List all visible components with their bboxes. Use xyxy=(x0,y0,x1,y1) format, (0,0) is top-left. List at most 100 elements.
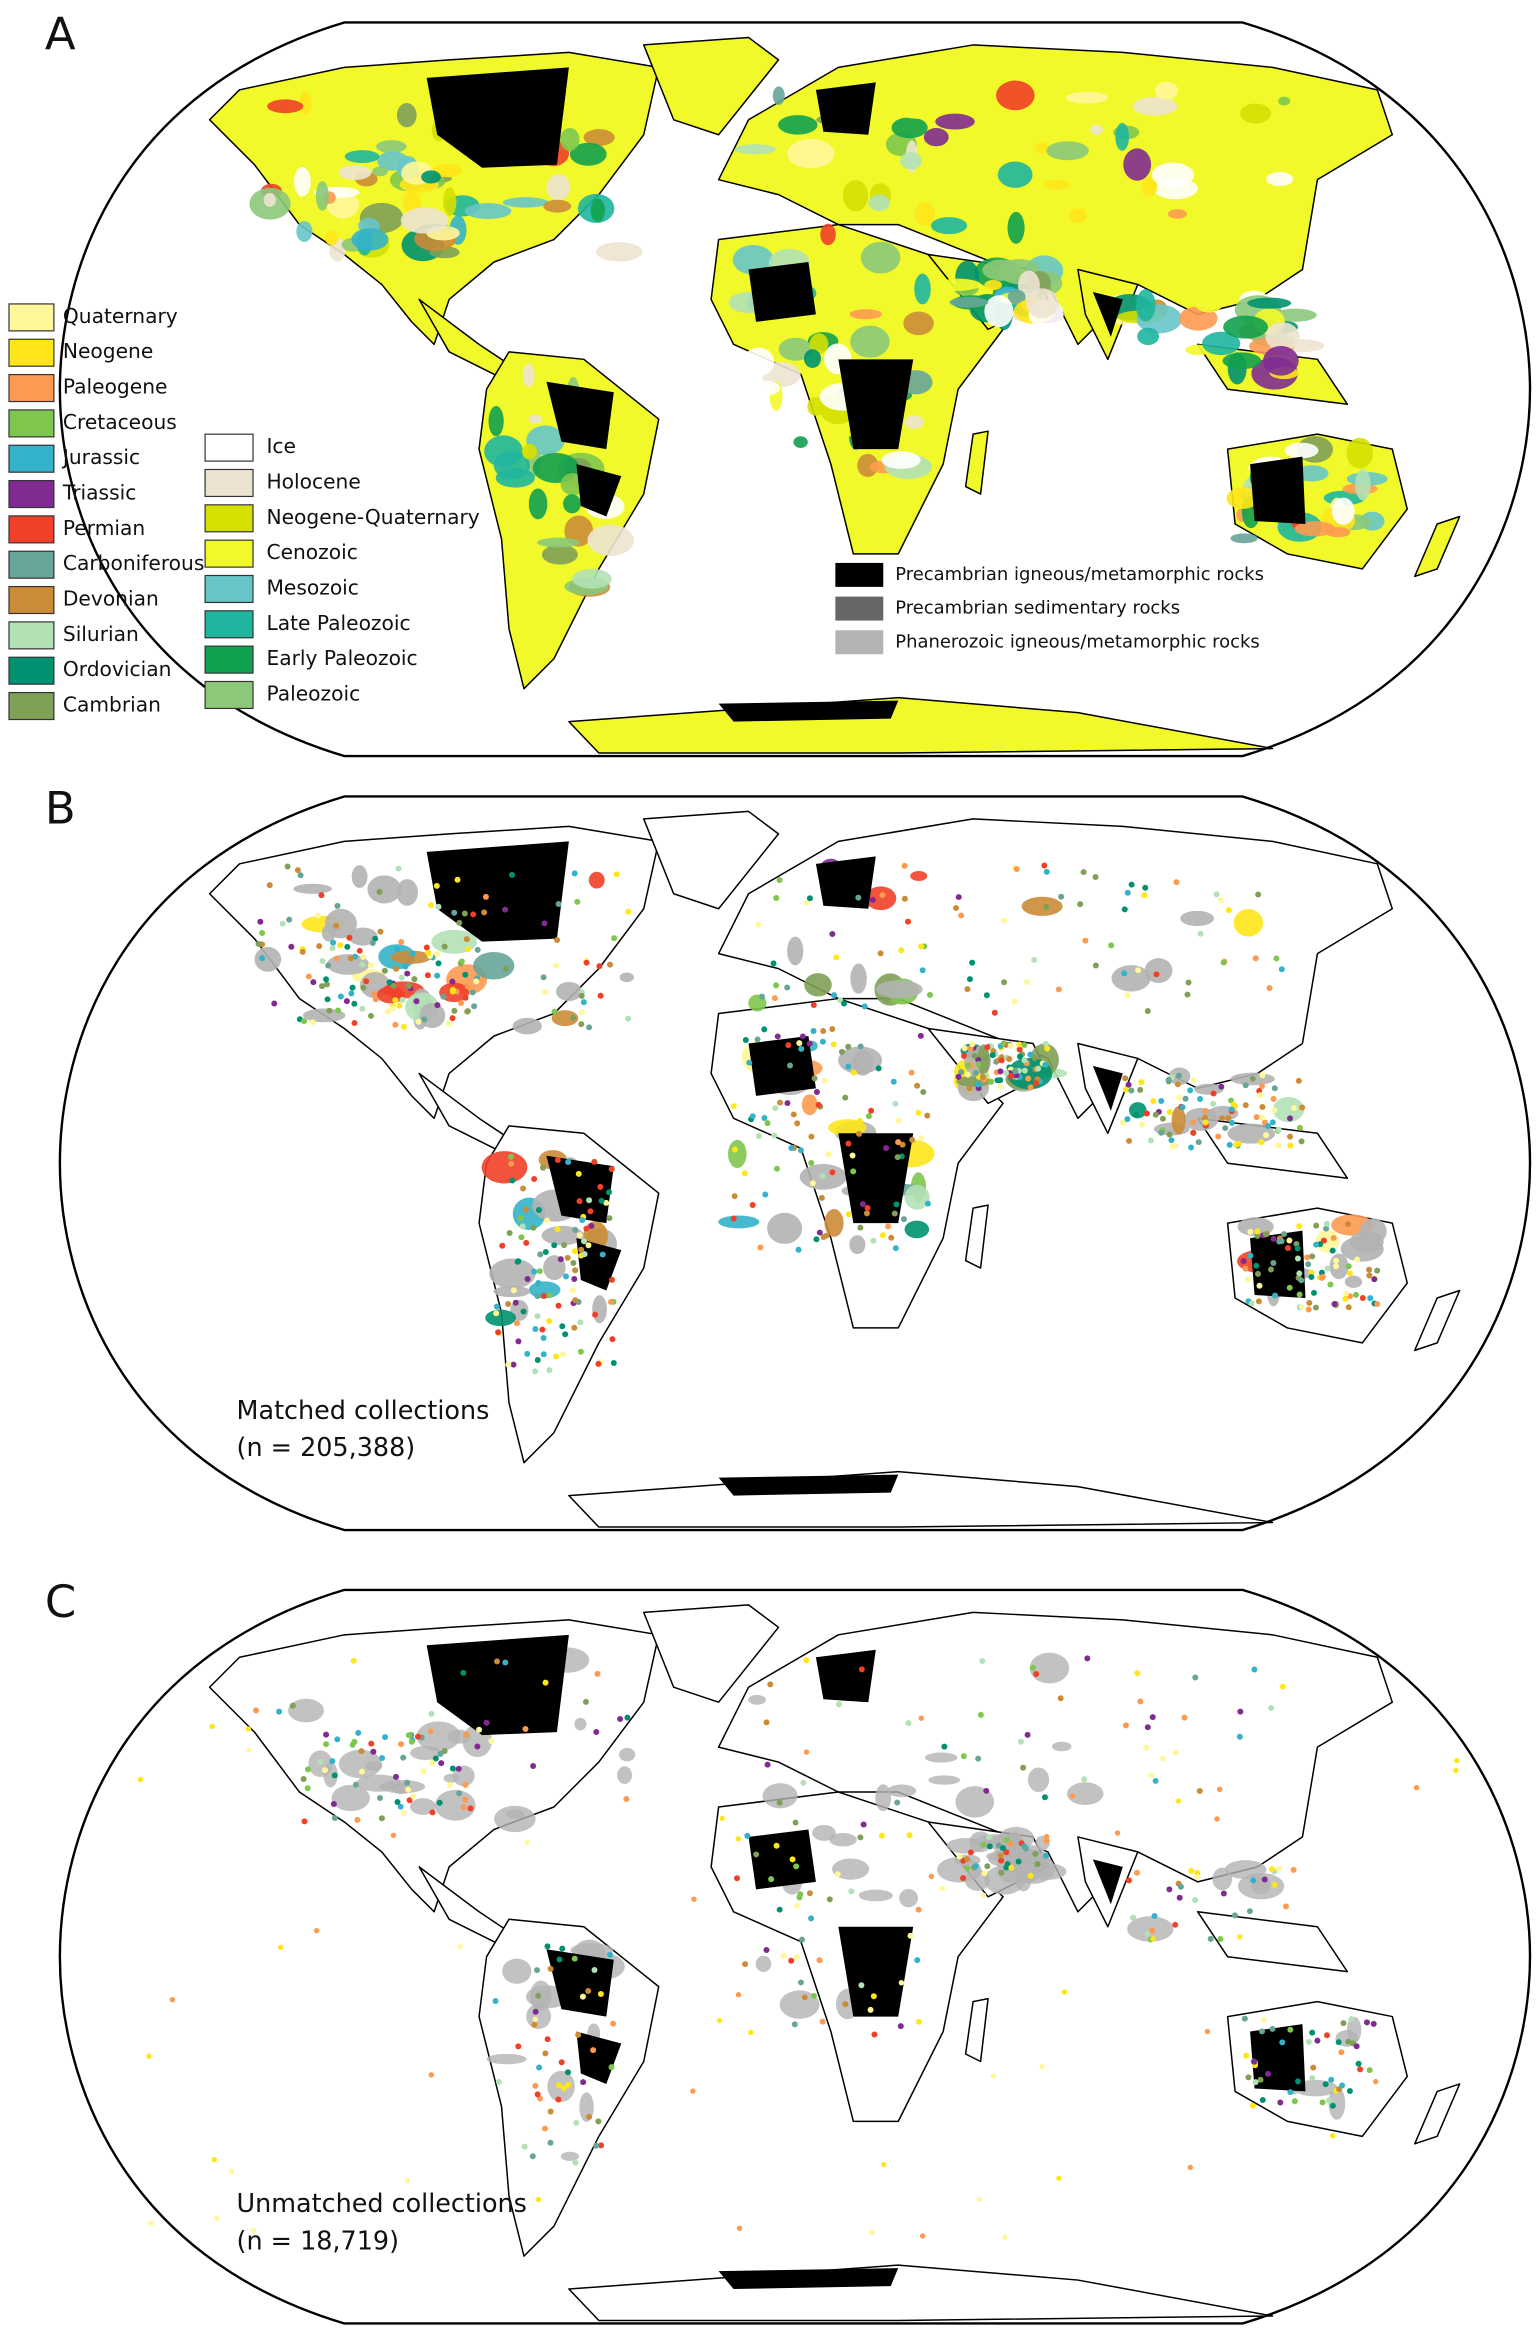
geologic-unit xyxy=(1265,322,1300,352)
collection-dot xyxy=(1270,1095,1277,1102)
collection-dot xyxy=(532,1325,539,1332)
collection-dot xyxy=(1305,2038,1312,2045)
collection-dot xyxy=(820,1028,827,1035)
geologic-unit xyxy=(560,2151,580,2162)
collection-dot xyxy=(1121,970,1128,977)
collection-dot xyxy=(826,1896,833,1903)
collection-dot xyxy=(438,1760,445,1767)
geologic-unit xyxy=(1007,211,1025,244)
geologic-unit xyxy=(807,397,824,416)
collection-dot xyxy=(470,911,477,918)
geologic-unit xyxy=(1294,521,1336,537)
collection-dot xyxy=(960,1753,967,1760)
collection-dot xyxy=(1057,1695,1064,1702)
collection-dot xyxy=(1371,1276,1378,1283)
geologic-unit xyxy=(1135,289,1156,322)
collection-dot xyxy=(772,1105,779,1112)
collection-dot xyxy=(1259,1103,1266,1110)
collection-dot xyxy=(850,1168,857,1175)
collection-dot xyxy=(763,1719,770,1726)
legend-label: Triassic xyxy=(62,481,136,505)
collection-dot xyxy=(919,2233,926,2239)
collection-dot xyxy=(451,1007,458,1014)
legend-swatch xyxy=(8,515,55,544)
collection-dot xyxy=(1134,1670,1141,1677)
collection-dot xyxy=(964,986,971,993)
collection-dot xyxy=(984,1044,991,1051)
geologic-unit xyxy=(1230,533,1258,544)
collection-dot xyxy=(1041,1794,1048,1801)
collection-dot xyxy=(741,1170,748,1177)
collection-dot xyxy=(964,1062,971,1069)
legend-label: Quaternary xyxy=(63,304,178,328)
collection-dot xyxy=(1237,1708,1244,1715)
collection-dot xyxy=(515,1338,522,1345)
collection-dot xyxy=(1169,1143,1176,1150)
collection-dot xyxy=(471,1003,478,1010)
collection-dot xyxy=(1056,2175,1062,2181)
geologic-unit xyxy=(718,1215,760,1229)
collection-dot xyxy=(1144,1007,1151,1014)
collection-dot xyxy=(529,2153,536,2160)
geologic-unit xyxy=(732,244,774,275)
collection-dot xyxy=(502,906,509,913)
collection-dot xyxy=(806,1890,813,1897)
collection-dot xyxy=(1159,1115,1166,1122)
collection-dot xyxy=(1287,2026,1294,2033)
collection-dot xyxy=(1011,998,1018,1005)
collection-dot xyxy=(394,946,401,953)
collection-dot xyxy=(741,1053,748,1060)
collection-dot xyxy=(1029,1664,1036,1671)
collection-dot xyxy=(1290,1866,1297,1873)
collection-dot xyxy=(748,2029,754,2036)
collection-dot xyxy=(578,1246,585,1253)
geologic-unit xyxy=(1154,81,1179,100)
geologic-unit xyxy=(1222,352,1262,370)
collection-dot xyxy=(435,960,442,967)
collection-dot xyxy=(330,1800,337,1807)
collection-dot xyxy=(595,2118,602,2125)
collection-dot xyxy=(1148,1772,1155,1779)
collection-dot xyxy=(1256,1282,1263,1289)
collection-dot xyxy=(1249,1075,1256,1082)
legend-swatch xyxy=(204,680,254,710)
collection-dot xyxy=(462,1796,469,1803)
collection-dot xyxy=(597,992,604,999)
collection-dot xyxy=(803,899,810,906)
collection-dot xyxy=(415,1018,422,1025)
collection-dot xyxy=(460,1804,467,1811)
collection-dot xyxy=(506,1230,513,1237)
collection-dot xyxy=(532,2016,539,2022)
collection-dot xyxy=(1454,1757,1460,1764)
geologic-unit xyxy=(494,1805,536,1833)
collection-dot xyxy=(148,2220,154,2227)
collection-dot xyxy=(969,1041,976,1048)
collection-dot xyxy=(1263,1132,1270,1139)
collection-dot xyxy=(554,1156,561,1163)
collection-dot xyxy=(897,2023,904,2030)
geologic-unit xyxy=(778,115,818,135)
collection-dot xyxy=(334,1736,341,1743)
geologic-unit xyxy=(560,128,580,152)
collection-dot xyxy=(793,1954,800,1961)
geologic-unit xyxy=(842,180,869,212)
collection-dot xyxy=(813,1088,820,1095)
collection-dot xyxy=(1122,1075,1129,1082)
collection-dot xyxy=(875,1065,882,1072)
map-panel: B Matched collections (n = 205,388) xyxy=(45,781,1532,1532)
geologic-unit xyxy=(984,279,1002,291)
collection-dot xyxy=(768,1876,775,1883)
collection-dot xyxy=(1251,1666,1258,1673)
collection-dot xyxy=(1275,1142,1282,1149)
collection-dot xyxy=(1271,1107,1278,1114)
collection-dot xyxy=(811,1075,818,1082)
collection-dot xyxy=(349,984,356,991)
collection-dot xyxy=(998,1083,1005,1090)
geologic-unit xyxy=(899,1889,919,1908)
geologic-unit xyxy=(779,1990,820,2019)
collection-dot xyxy=(1081,1776,1088,1783)
collection-dot xyxy=(610,1359,617,1366)
collection-dot xyxy=(1012,1068,1019,1075)
collection-dot xyxy=(369,940,376,947)
collection-dot xyxy=(454,876,461,883)
